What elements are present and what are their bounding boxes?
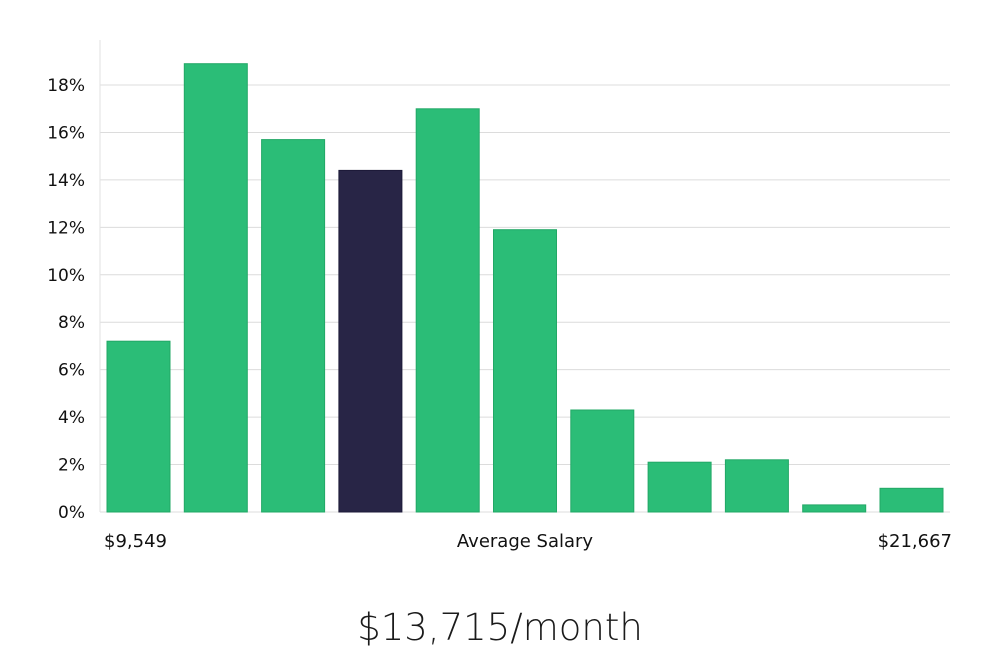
x-axis-max-label: $21,667	[878, 531, 952, 552]
bar	[802, 504, 867, 513]
salary-histogram: 0% 2% 4% 6% 8% 10% 12% 14% 16% 18% $9,549 Average…	[47, 40, 952, 552]
bar	[493, 229, 557, 513]
y-tick-label: 14%	[47, 171, 85, 191]
bar	[415, 108, 480, 513]
x-axis-min-label: $9,549	[104, 531, 167, 552]
y-tick-label: 16%	[47, 123, 85, 143]
y-tick-label: 18%	[47, 76, 85, 96]
x-axis-label: Average Salary	[457, 531, 594, 552]
bar	[724, 459, 789, 513]
bar	[879, 487, 944, 513]
y-tick-label: 12%	[47, 218, 85, 238]
y-tick-label: 6%	[58, 361, 85, 381]
bar	[570, 409, 635, 513]
bars	[106, 63, 944, 513]
bar	[183, 63, 248, 513]
y-tick-label: 0%	[58, 503, 85, 523]
average-salary-value: $13,715/month	[357, 606, 643, 649]
bar	[261, 139, 326, 513]
bar	[106, 340, 171, 513]
y-axis-ticks: 0% 2% 4% 6% 8% 10% 12% 14% 16% 18%	[47, 76, 85, 523]
y-tick-label: 10%	[47, 266, 85, 286]
y-tick-label: 4%	[58, 408, 85, 428]
y-tick-label: 8%	[58, 313, 85, 333]
bar-highlighted	[338, 169, 403, 513]
bar	[647, 461, 712, 513]
y-tick-label: 2%	[58, 456, 85, 476]
